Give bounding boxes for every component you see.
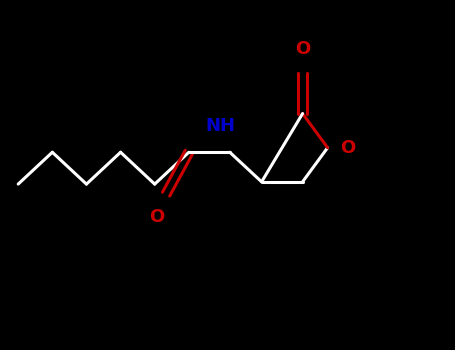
Text: O: O — [295, 40, 310, 58]
Text: O: O — [340, 139, 356, 157]
Text: NH: NH — [206, 117, 236, 135]
Text: O: O — [149, 208, 165, 226]
